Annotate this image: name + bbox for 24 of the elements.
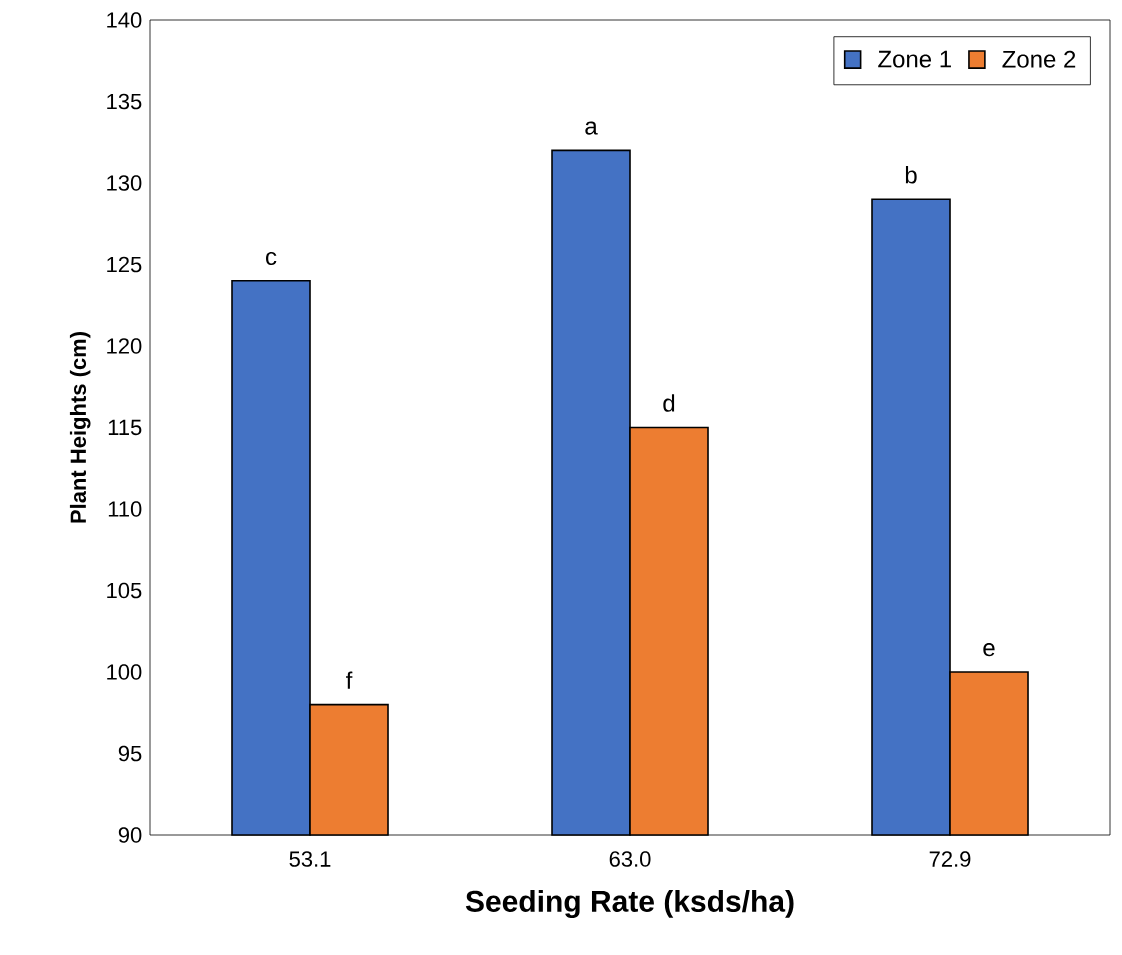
data-label: f [346,671,353,689]
y-tick-label: 100 [107,664,142,680]
y-tick-label: 110 [108,501,142,517]
y-tick-label: 95 [118,745,142,762]
y-tick-label: 130 [107,175,142,191]
y-tick-label: 115 [108,419,142,436]
data-label: e [983,643,995,657]
x-axis-title: Seeding Rate (ksds/ha) [465,889,794,919]
y-axis-title: Plant Heights (cm) [69,332,91,523]
y-tick-label: 140 [107,12,142,28]
data-label: c [266,251,277,266]
data-label: a [585,121,598,135]
y-tick-label: 135 [107,93,142,110]
y-tick-label: 125 [107,256,142,273]
y-tick-label: 120 [107,338,142,354]
legend-label: Zone 1 [878,50,951,68]
y-tick-label: 90 [118,827,142,843]
x-tick-label: 53.1 [289,851,331,867]
y-tick-label: 105 [107,582,142,599]
data-label: b [905,165,917,184]
data-label: d [663,394,675,412]
x-tick-label: 63.0 [609,851,651,867]
x-tick-label: 72.9 [929,851,971,867]
legend-label: Zone 2 [1002,50,1076,68]
